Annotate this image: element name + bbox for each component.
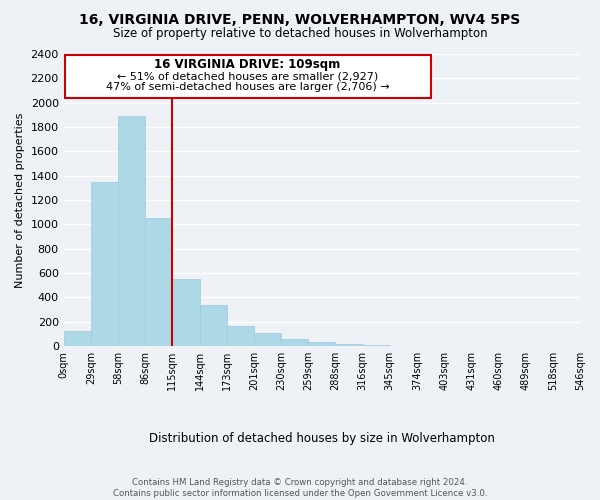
Text: Size of property relative to detached houses in Wolverhampton: Size of property relative to detached ho…: [113, 28, 487, 40]
FancyBboxPatch shape: [65, 55, 431, 98]
Bar: [335, 344, 362, 346]
Bar: [91, 182, 118, 346]
Text: ← 51% of detached houses are smaller (2,927): ← 51% of detached houses are smaller (2,…: [117, 72, 378, 82]
Text: 16 VIRGINIA DRIVE: 109sqm: 16 VIRGINIA DRIVE: 109sqm: [154, 58, 341, 71]
X-axis label: Distribution of detached houses by size in Wolverhampton: Distribution of detached houses by size …: [149, 432, 495, 445]
Text: Contains HM Land Registry data © Crown copyright and database right 2024.
Contai: Contains HM Land Registry data © Crown c…: [113, 478, 487, 498]
Bar: [145, 218, 172, 346]
Bar: [227, 326, 254, 346]
Bar: [308, 342, 335, 346]
Bar: [118, 116, 145, 346]
Bar: [200, 304, 227, 346]
Text: 16, VIRGINIA DRIVE, PENN, WOLVERHAMPTON, WV4 5PS: 16, VIRGINIA DRIVE, PENN, WOLVERHAMPTON,…: [79, 12, 521, 26]
Bar: [172, 279, 200, 346]
Bar: [281, 339, 308, 346]
Bar: [64, 331, 91, 346]
Text: 47% of semi-detached houses are larger (2,706) →: 47% of semi-detached houses are larger (…: [106, 82, 389, 92]
Y-axis label: Number of detached properties: Number of detached properties: [15, 112, 25, 288]
Bar: [254, 334, 281, 346]
